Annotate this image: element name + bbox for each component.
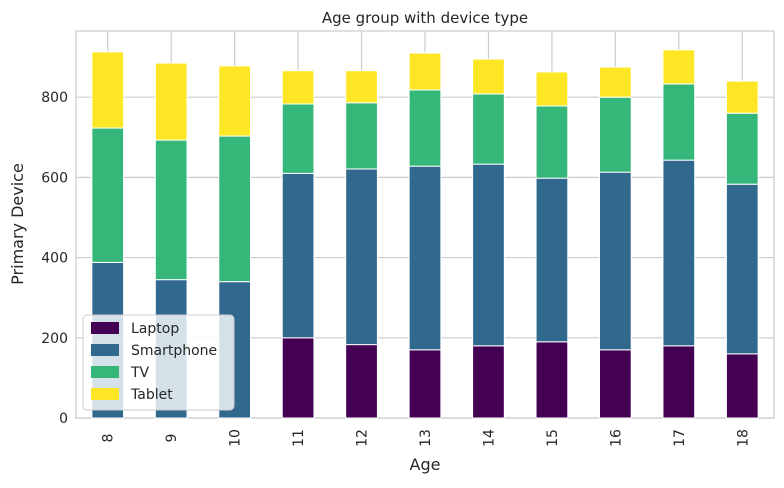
y-tick-label: 400 xyxy=(41,251,68,267)
x-tick-label: 18 xyxy=(735,429,751,447)
bar-segment-smartphone xyxy=(281,172,315,339)
x-tick-label: 9 xyxy=(164,434,180,443)
x-tick-label: 10 xyxy=(228,429,244,447)
bar-segment-tv xyxy=(662,83,696,161)
bar-segment-smartphone xyxy=(535,177,569,343)
bar-segment-tv xyxy=(281,103,315,174)
bar-segment-laptop xyxy=(662,345,696,419)
bar-segment-smartphone xyxy=(472,163,505,347)
chart-title: Age group with device type xyxy=(322,9,528,27)
x-tick-labels: 8 9 10 11 12 13 14 15 16 17 18 xyxy=(101,429,752,447)
bar-segment-laptop xyxy=(408,349,442,419)
bar-segment-tablet xyxy=(408,52,442,91)
bar-segment-laptop xyxy=(345,344,378,419)
bar-segment-smartphone xyxy=(345,168,378,346)
legend: Laptop Smartphone TV Tablet xyxy=(82,314,235,411)
bar-segment-tablet xyxy=(345,70,378,104)
bar-segment-tablet xyxy=(472,58,505,95)
bar-segment-tv xyxy=(599,96,632,173)
y-tick-labels: 0 200 400 600 800 xyxy=(41,90,68,427)
x-tick-label: 15 xyxy=(545,429,561,447)
x-tick-label: 13 xyxy=(418,429,434,447)
bar-segment-tv xyxy=(472,93,505,165)
bar-segment-tablet xyxy=(535,71,569,107)
x-tick-label: 17 xyxy=(672,429,688,447)
x-tick-label: 12 xyxy=(355,429,371,447)
bar-segment-smartphone xyxy=(662,159,696,347)
bar-segment-smartphone xyxy=(599,171,632,351)
bar-segment-tablet xyxy=(662,49,696,85)
legend-swatch xyxy=(91,388,119,400)
x-tick-label: 14 xyxy=(481,429,497,447)
bar-segment-laptop xyxy=(599,349,632,419)
bar-segment-tv xyxy=(725,112,759,185)
y-tick-label: 800 xyxy=(41,90,68,106)
bar-segment-tablet xyxy=(725,80,759,114)
legend-swatch xyxy=(91,322,119,334)
bar-segment-smartphone xyxy=(725,183,759,355)
y-tick-label: 200 xyxy=(41,331,68,347)
bar-segment-tablet xyxy=(281,70,315,105)
legend-swatch xyxy=(91,344,119,356)
bar-segment-tablet xyxy=(218,65,251,137)
x-tick-label: 16 xyxy=(608,429,624,447)
y-tick-label: 0 xyxy=(59,411,68,427)
bar-segment-tablet xyxy=(91,51,125,129)
bar-segment-tv xyxy=(408,89,442,167)
y-tick-label: 600 xyxy=(41,170,68,186)
x-tick-label: 8 xyxy=(101,434,117,443)
legend-label: Laptop xyxy=(131,321,179,337)
bar-segment-smartphone xyxy=(408,165,442,351)
legend-label: Smartphone xyxy=(131,343,217,359)
bar-segment-tablet xyxy=(154,62,188,141)
x-axis-label: Age xyxy=(410,455,441,474)
bar-segment-laptop xyxy=(725,353,759,419)
bar-segment-laptop xyxy=(472,345,505,419)
legend-swatch xyxy=(91,366,119,378)
legend-label: TV xyxy=(130,365,150,381)
legend-label: Tablet xyxy=(130,387,173,403)
bar-segment-laptop xyxy=(281,337,315,419)
bar-segment-tablet xyxy=(599,66,632,98)
legend-frame xyxy=(82,314,235,411)
bar-segment-tv xyxy=(91,127,125,263)
bar-segment-laptop xyxy=(535,341,569,419)
y-axis-label: Primary Device xyxy=(8,163,27,285)
bar-segment-tv xyxy=(345,102,378,170)
bar-segment-tv xyxy=(154,139,188,281)
bar-segment-tv xyxy=(218,135,251,283)
x-tick-label: 11 xyxy=(291,429,307,447)
bar-segment-tv xyxy=(535,105,569,179)
